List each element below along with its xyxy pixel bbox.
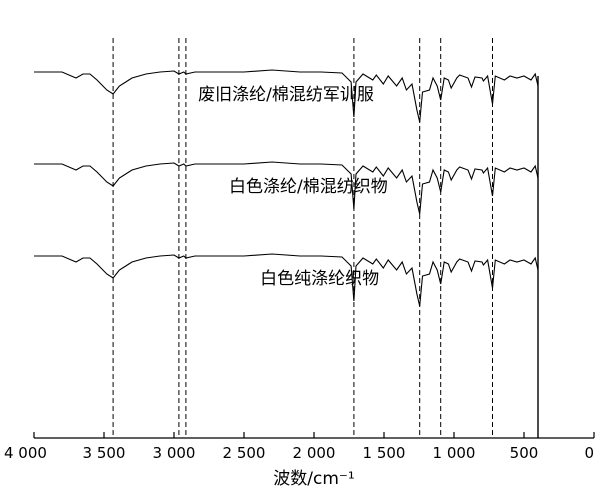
x-tick-label-1000: 1 000 (433, 444, 476, 462)
x-tick-label-3000: 3 000 (153, 444, 196, 462)
x-tick-label-0: 0 (584, 444, 594, 462)
series-label-1: 废旧涤纶/棉混纺军训服 (198, 85, 374, 105)
x-tick-label-1500: 1 500 (363, 444, 406, 462)
x-tick-label-3500: 3 500 (83, 444, 126, 462)
x-tick-label-2500: 2 500 (223, 444, 266, 462)
x-axis-ticks: 4 000 3 500 3 000 2 500 2 000 1 500 1 000 500 0 (4, 432, 595, 462)
x-tick-label-500: 500 (510, 444, 539, 462)
x-tick-label-2000: 2 000 (293, 444, 336, 462)
series-label-2: 白色涤纶/棉混纺织物 (229, 177, 388, 197)
reference-lines (112, 38, 493, 438)
spectrum-line-2 (34, 161, 539, 215)
x-tick-label-4000: 4 000 (4, 444, 47, 462)
series-label-3: 白色纯涤纶织物 (260, 269, 379, 289)
x-axis-title: 波数/cm⁻¹ (273, 469, 354, 489)
spectrum-line-3 (34, 253, 539, 307)
spectrum-line-1 (34, 69, 539, 123)
